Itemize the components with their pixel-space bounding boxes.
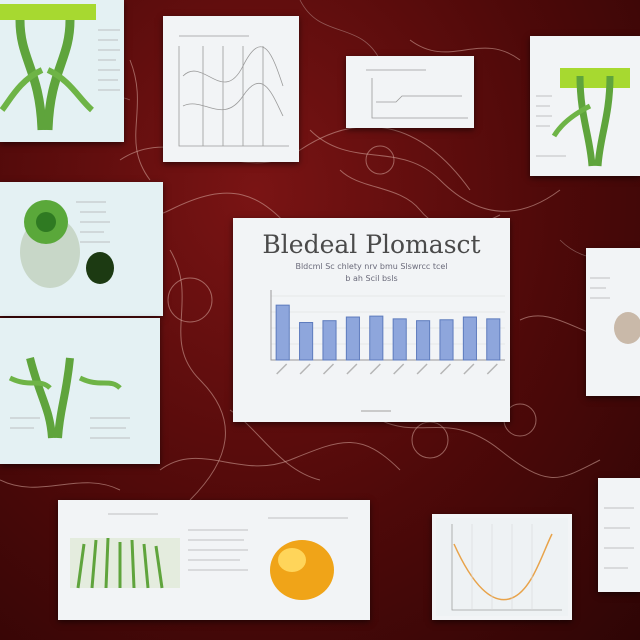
bar xyxy=(345,316,360,361)
main-card-subtitle-1: Bldcml Sc chlety nrv bmu Slswrcc tcel xyxy=(295,262,448,271)
x-tick-label xyxy=(299,363,311,375)
bar xyxy=(322,320,337,361)
green-fruit-card xyxy=(0,182,163,316)
x-tick-label xyxy=(439,363,452,375)
bottom-line-chart-card xyxy=(432,514,572,620)
bar xyxy=(462,316,477,361)
right-partial-card xyxy=(586,248,640,396)
sketch-line-chart xyxy=(178,35,289,147)
bar xyxy=(275,304,290,361)
bar xyxy=(439,319,454,361)
green-plant-illustration-right xyxy=(536,68,630,167)
flat-line-chart xyxy=(366,69,468,119)
x-tick-label xyxy=(393,363,405,375)
orange-line-chart xyxy=(436,518,568,616)
x-tick-label xyxy=(322,363,335,375)
grass-and-fruit-illustration xyxy=(70,513,348,600)
bar-chart xyxy=(270,290,505,412)
bar xyxy=(369,315,384,361)
green-plant-illustration xyxy=(0,4,120,131)
right-bottom-sketch xyxy=(604,507,634,569)
main-card-subtitle-2: b ah Scil bsls xyxy=(345,274,398,283)
x-tick-label xyxy=(346,363,358,375)
right-bottom-partial-card xyxy=(598,478,640,592)
green-fruit-illustration xyxy=(20,200,114,288)
main-chart-card: Bledeal Plomasct Bldcml Sc chlety nrv bm… xyxy=(233,218,510,422)
bar xyxy=(486,318,501,361)
fluffy-specimen-illustration xyxy=(590,277,640,344)
bottom-grass-card xyxy=(58,500,370,620)
x-tick-label xyxy=(416,363,428,375)
bar xyxy=(392,318,407,361)
x-tick-label xyxy=(276,363,288,375)
plant-diagram-card-top-left xyxy=(0,0,124,142)
plant-diagram-card-top-right xyxy=(530,36,640,176)
x-tick-label xyxy=(369,363,381,375)
bar xyxy=(299,322,314,361)
sketch-chart-card-top xyxy=(163,16,299,162)
x-tick-label xyxy=(486,363,498,375)
x-tick-label xyxy=(463,363,475,375)
bar xyxy=(416,320,431,361)
main-card-title: Bledeal Plomasct xyxy=(262,230,481,259)
bean-plant-illustration xyxy=(8,357,130,439)
small-line-chart-card xyxy=(346,56,474,128)
bean-plant-card xyxy=(0,318,160,464)
